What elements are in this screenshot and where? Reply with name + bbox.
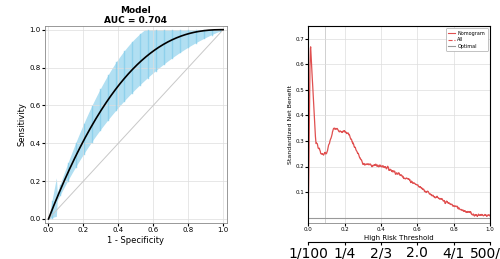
Y-axis label: Sensitivity: Sensitivity	[18, 102, 27, 146]
X-axis label: High Risk Threshold: High Risk Threshold	[364, 235, 434, 241]
X-axis label: 1 - Specificity: 1 - Specificity	[108, 236, 164, 245]
Title: Model
AUC = 0.704: Model AUC = 0.704	[104, 6, 168, 25]
Y-axis label: Standardized Net Benefit: Standardized Net Benefit	[288, 85, 292, 164]
Legend: Nomogram, All, Optimal: Nomogram, All, Optimal	[446, 28, 488, 51]
